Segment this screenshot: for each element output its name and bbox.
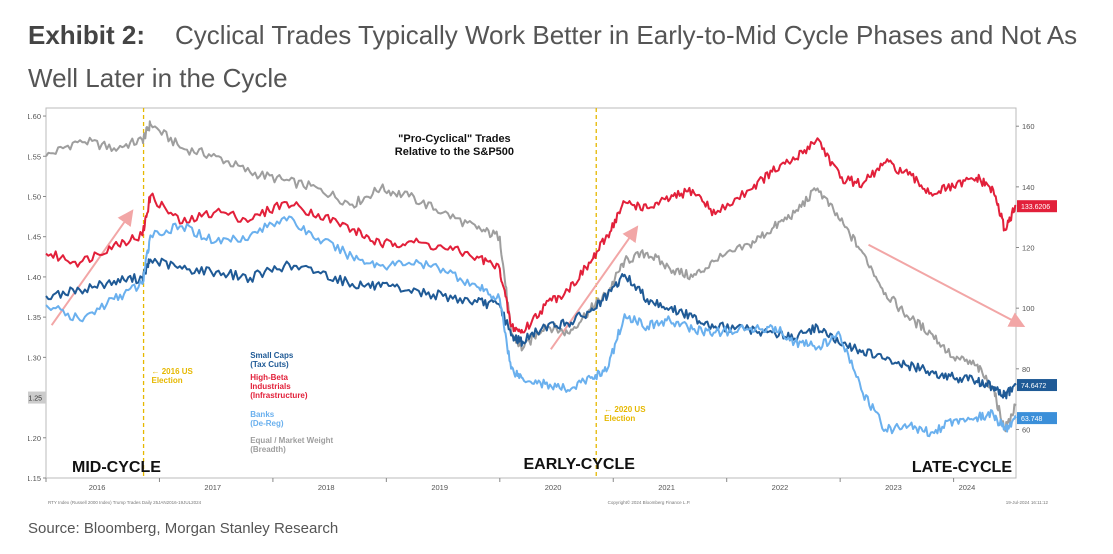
series-line-3 <box>45 215 1017 438</box>
cyclical-trades-chart: 1.15 1.20 1.25 1.30 1.35 1.40 1.45 1.50 1.55 1.60… <box>28 107 1057 505</box>
legend-banks: Banks (De-Reg) <box>250 410 284 428</box>
trend-arrow <box>868 243 1026 328</box>
chart-title: "Pro-Cyclical" Trades Relative to the S&P… <box>395 133 514 158</box>
left-tick-label: 1.50 <box>28 192 41 201</box>
right-tick-label: 60 <box>1022 425 1030 434</box>
left-marker: 1.25 <box>28 396 42 403</box>
election-2020-label-line: Election <box>604 414 635 423</box>
last-value-high-beta-bg <box>1017 200 1057 213</box>
x-tick-label: 2022 <box>772 483 789 492</box>
x-tick-label: 2018 <box>318 483 335 492</box>
left-marker-bg <box>28 391 46 404</box>
x-tick-label: 2019 <box>431 483 448 492</box>
x-tick-label: 2023 <box>885 483 902 492</box>
source-note: Source: Bloomberg, Morgan Stanley Resear… <box>28 520 339 537</box>
x-tick-label: 2024 <box>959 483 976 492</box>
left-tick-label: 1.35 <box>28 313 41 322</box>
left-tick-label: 1.40 <box>28 273 41 282</box>
legend-banks-line: (De-Reg) <box>250 419 284 428</box>
right-y-axis: 60 80 100 120 140 160 <box>1016 122 1035 434</box>
series-line-2 <box>45 257 1017 400</box>
series-line-1 <box>45 137 1017 334</box>
exhibit-number: Exhibit 2: <box>28 20 146 50</box>
legend-high-beta-line: High-Beta <box>250 373 288 382</box>
right-tick-label: 140 <box>1022 183 1035 192</box>
legend-small-caps-line: (Tax Cuts) <box>250 360 289 369</box>
trend-arrow <box>550 225 639 350</box>
left-tick-label: 1.20 <box>28 434 41 443</box>
election-2016-label-line: Election <box>152 376 183 385</box>
chart-title-line: "Pro-Cyclical" Trades <box>398 133 511 145</box>
legend-equal-line: Equal / Market Weight <box>250 436 333 445</box>
last-value-high-beta: 133.6206 <box>1021 204 1050 211</box>
legend-small-caps-line: Small Caps <box>250 351 294 360</box>
x-axis: 2016 2017 2018 2019 2020 2021 2022 2023 2024 RTY … <box>45 478 1049 505</box>
left-tick-label: 1.45 <box>28 233 41 242</box>
footnote-center: Copyright© 2024 Bloomberg Finance L.P. <box>608 499 691 505</box>
right-tick-label: 120 <box>1022 244 1035 253</box>
last-value-banks: 63.748 <box>1021 416 1043 423</box>
x-tick-label: 2017 <box>204 483 221 492</box>
x-tick-label: 2016 <box>89 483 106 492</box>
series-lines <box>45 120 1017 438</box>
last-value-banks-bg <box>1017 412 1057 425</box>
x-tick-label: 2021 <box>658 483 675 492</box>
exhibit-title: Exhibit 2: Cyclical Trades Typically Work… <box>28 14 1088 100</box>
phase-early-cycle: EARLY-CYCLE <box>523 456 635 473</box>
annotations: "Pro-Cyclical" Trades Relative to the S&P… <box>28 133 1057 476</box>
x-tick-label: 2020 <box>545 483 562 492</box>
election-2020-label: ← 2020 US Election <box>604 405 646 423</box>
footnote-left: RTY Index (Russell 2000 Index) Trump Tra… <box>48 500 202 505</box>
legend-small-caps: Small Caps (Tax Cuts) <box>250 351 294 369</box>
left-tick-label: 1.15 <box>28 474 41 483</box>
legend-banks-line: Banks <box>250 410 275 419</box>
legend-high-beta-line: Industrials <box>250 382 291 391</box>
phase-late-cycle: LATE-CYCLE <box>912 459 1012 476</box>
legend-equal: Equal / Market Weight (Breadth) <box>250 436 333 454</box>
left-y-axis: 1.15 1.20 1.25 1.30 1.35 1.40 1.45 1.50 1.55 1.60 <box>28 112 46 483</box>
right-tick-label: 100 <box>1022 304 1035 313</box>
exhibit-title-text: Cyclical Trades Typically Work Better in… <box>28 20 1078 93</box>
election-2020-label-line: ← 2020 US <box>604 405 646 414</box>
left-tick-label: 1.55 <box>28 152 41 161</box>
election-lines <box>142 108 597 478</box>
phase-mid-cycle: MID-CYCLE <box>72 459 161 476</box>
election-2016-label: ← 2016 US Election <box>152 367 194 385</box>
chart-title-line: Relative to the S&P500 <box>395 146 514 158</box>
last-value-small-caps-bg <box>1017 379 1057 392</box>
election-2016-label-line: ← 2016 US <box>152 367 194 376</box>
trend-arrow <box>50 209 134 326</box>
plot-frame <box>45 107 1017 479</box>
right-tick-label: 160 <box>1022 122 1035 131</box>
last-value-small-caps: 74.6472 <box>1021 383 1046 390</box>
left-tick-label: 1.60 <box>28 112 41 121</box>
legend-high-beta-line: (Infrastructure) <box>250 391 308 400</box>
footnote-right: 19-Jul-2024 16:11:12 <box>1006 500 1049 505</box>
trend-arrows <box>50 209 1026 350</box>
left-tick-label: 1.30 <box>28 353 41 362</box>
legend-equal-line: (Breadth) <box>250 445 286 454</box>
legend-high-beta: High-Beta Industrials (Infrastructure) <box>250 373 308 400</box>
right-tick-label: 80 <box>1022 365 1030 374</box>
